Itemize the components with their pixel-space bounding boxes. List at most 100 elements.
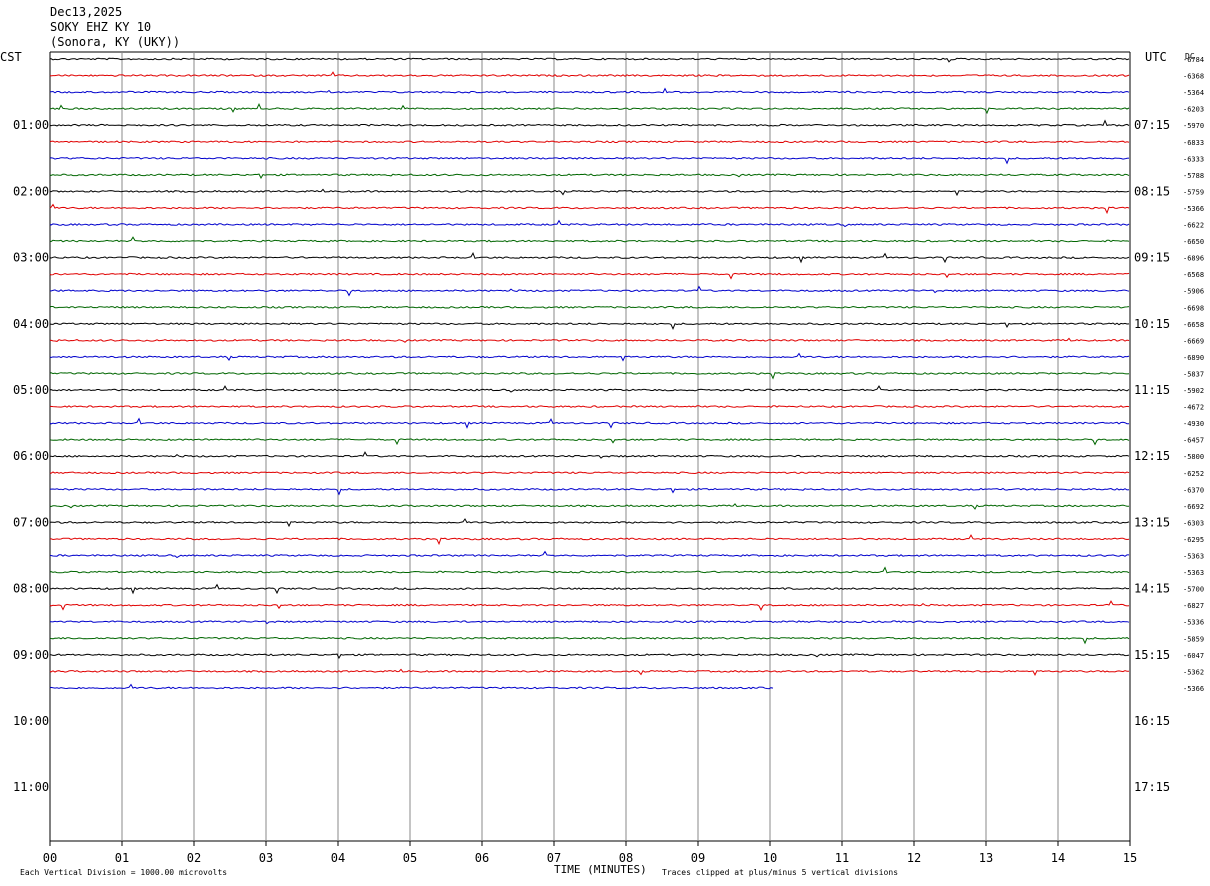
seismic-trace [50,451,1130,459]
dc-offset-label: -6896 [1183,255,1204,263]
dc-offset-label: -5700 [1183,586,1204,594]
dc-offset-label: -5364 [1183,89,1204,97]
utc-hour-label: 15:15 [1134,648,1170,662]
seismic-trace [49,352,1130,362]
seismic-trace [49,87,1130,94]
seismic-trace [49,534,1130,546]
x-tick-label: 01 [115,851,129,865]
dc-offset-label: -6295 [1183,536,1204,544]
seismic-trace [49,102,1130,115]
record-date: Dec13,2025 [50,5,122,19]
dc-offset-label: -6622 [1183,222,1204,230]
seismic-trace [50,620,1130,625]
seismic-trace [49,236,1130,243]
x-axis-title: TIME (MINUTES) [554,863,647,876]
seismic-trace [49,71,1130,77]
utc-hour-label: 16:15 [1134,714,1170,728]
dc-offset-label: -6252 [1183,470,1204,478]
dc-offset-label: -5366 [1183,205,1204,213]
dc-offset-label: -6827 [1183,602,1204,610]
seismic-trace [49,322,1130,330]
dc-offset-label: -6669 [1183,337,1204,345]
x-tick-label: 13 [979,851,993,865]
seismic-trace [49,188,1130,197]
dc-offset-label: -6368 [1183,73,1204,81]
seismic-trace [49,337,1130,343]
station-code: SOKY EHZ KY 10 [50,20,151,34]
seismic-trace [49,285,1130,297]
seismic-trace [50,653,1130,660]
time-gridlines [49,51,1131,842]
cst-hour-label: 11:00 [13,780,49,794]
cst-hour-labels: 01:00 02:00 03:00 04:00 05:00 06:00 07:00 08:00… [13,118,49,794]
utc-hour-label: 09:15 [1134,251,1170,265]
seismic-trace [49,583,1130,595]
seismic-trace [49,272,1130,280]
dc-offset-label: -5363 [1183,569,1204,577]
utc-hour-label: 13:15 [1134,515,1170,529]
dc-header-label: DC [1185,52,1195,61]
seismic-trace [49,156,1130,165]
vertical-division-note: Each Vertical Division = 1000.00 microvo… [20,868,227,877]
x-tick-label: 14 [1051,851,1065,865]
cst-hour-label: 05:00 [13,383,49,397]
x-tick-label: 02 [187,851,201,865]
dc-offset-label: -4672 [1183,404,1204,412]
dc-offset-label: -5800 [1183,453,1204,461]
seismic-trace [49,140,1130,144]
utc-hour-label: 10:15 [1134,317,1170,331]
dc-offset-labels: -6784 -6368 -5364 -6203 -5970 -6833 -6333 -5788… [1183,56,1204,693]
dc-offset-label: -6568 [1183,271,1204,279]
dc-offset-label: -5837 [1183,370,1204,378]
dc-offset-label: -6692 [1183,503,1204,511]
cst-hour-label: 09:00 [13,648,49,662]
seismic-trace [49,203,1130,215]
cst-hour-label: 10:00 [13,714,49,728]
dc-offset-label: -5859 [1183,635,1204,643]
dc-offset-label: -6650 [1183,238,1204,246]
x-tick-label: 04 [331,851,345,865]
utc-hour-labels: 07:15 08:15 09:15 10:15 11:15 12:15 13:15 14:15… [1134,118,1170,794]
seismic-trace [49,305,1130,309]
dc-offset-label: -5759 [1183,188,1204,196]
dc-offset-label: -4930 [1183,420,1204,428]
seismic-trace [49,636,1130,645]
seismic-trace [49,487,1130,496]
seismic-trace [49,471,1130,475]
cst-hour-label: 06:00 [13,449,49,463]
right-axis-label: UTC [1145,50,1167,64]
dc-offset-label: -5363 [1183,553,1204,561]
dc-offset-label: -6890 [1183,354,1204,362]
seismic-trace [49,668,1130,677]
utc-hour-label: 14:15 [1134,582,1170,596]
seismic-trace [49,372,1130,380]
utc-hour-label: 12:15 [1134,449,1170,463]
seismic-trace [50,550,1129,559]
seismic-trace [49,417,1130,429]
seismic-trace [49,600,1130,612]
seismic-traces [49,57,1130,690]
dc-offset-label: -6303 [1183,519,1204,527]
seismic-trace [49,438,1130,446]
dc-offset-label: -5366 [1183,685,1204,693]
x-tick-label: 08 [619,851,633,865]
x-tick-label: 03 [259,851,273,865]
dc-offset-label: -6833 [1183,139,1204,147]
dc-offset-label: -5336 [1183,619,1204,627]
seismic-trace [49,683,774,690]
cst-hour-label: 02:00 [13,184,49,198]
seismic-trace [49,173,1130,180]
seismic-trace [49,518,1130,528]
dc-offset-label: -6047 [1183,652,1204,660]
utc-hour-label: 07:15 [1134,118,1170,132]
utc-hour-label: 17:15 [1134,780,1170,794]
x-tick-label: 10 [763,851,777,865]
cst-hour-label: 07:00 [13,515,49,529]
seismic-trace [49,503,1129,510]
left-axis-label: CST [0,50,22,64]
cst-hour-label: 08:00 [13,582,49,596]
cst-hour-label: 04:00 [13,317,49,331]
seismic-trace [49,252,1130,264]
seismic-trace [49,385,1130,393]
